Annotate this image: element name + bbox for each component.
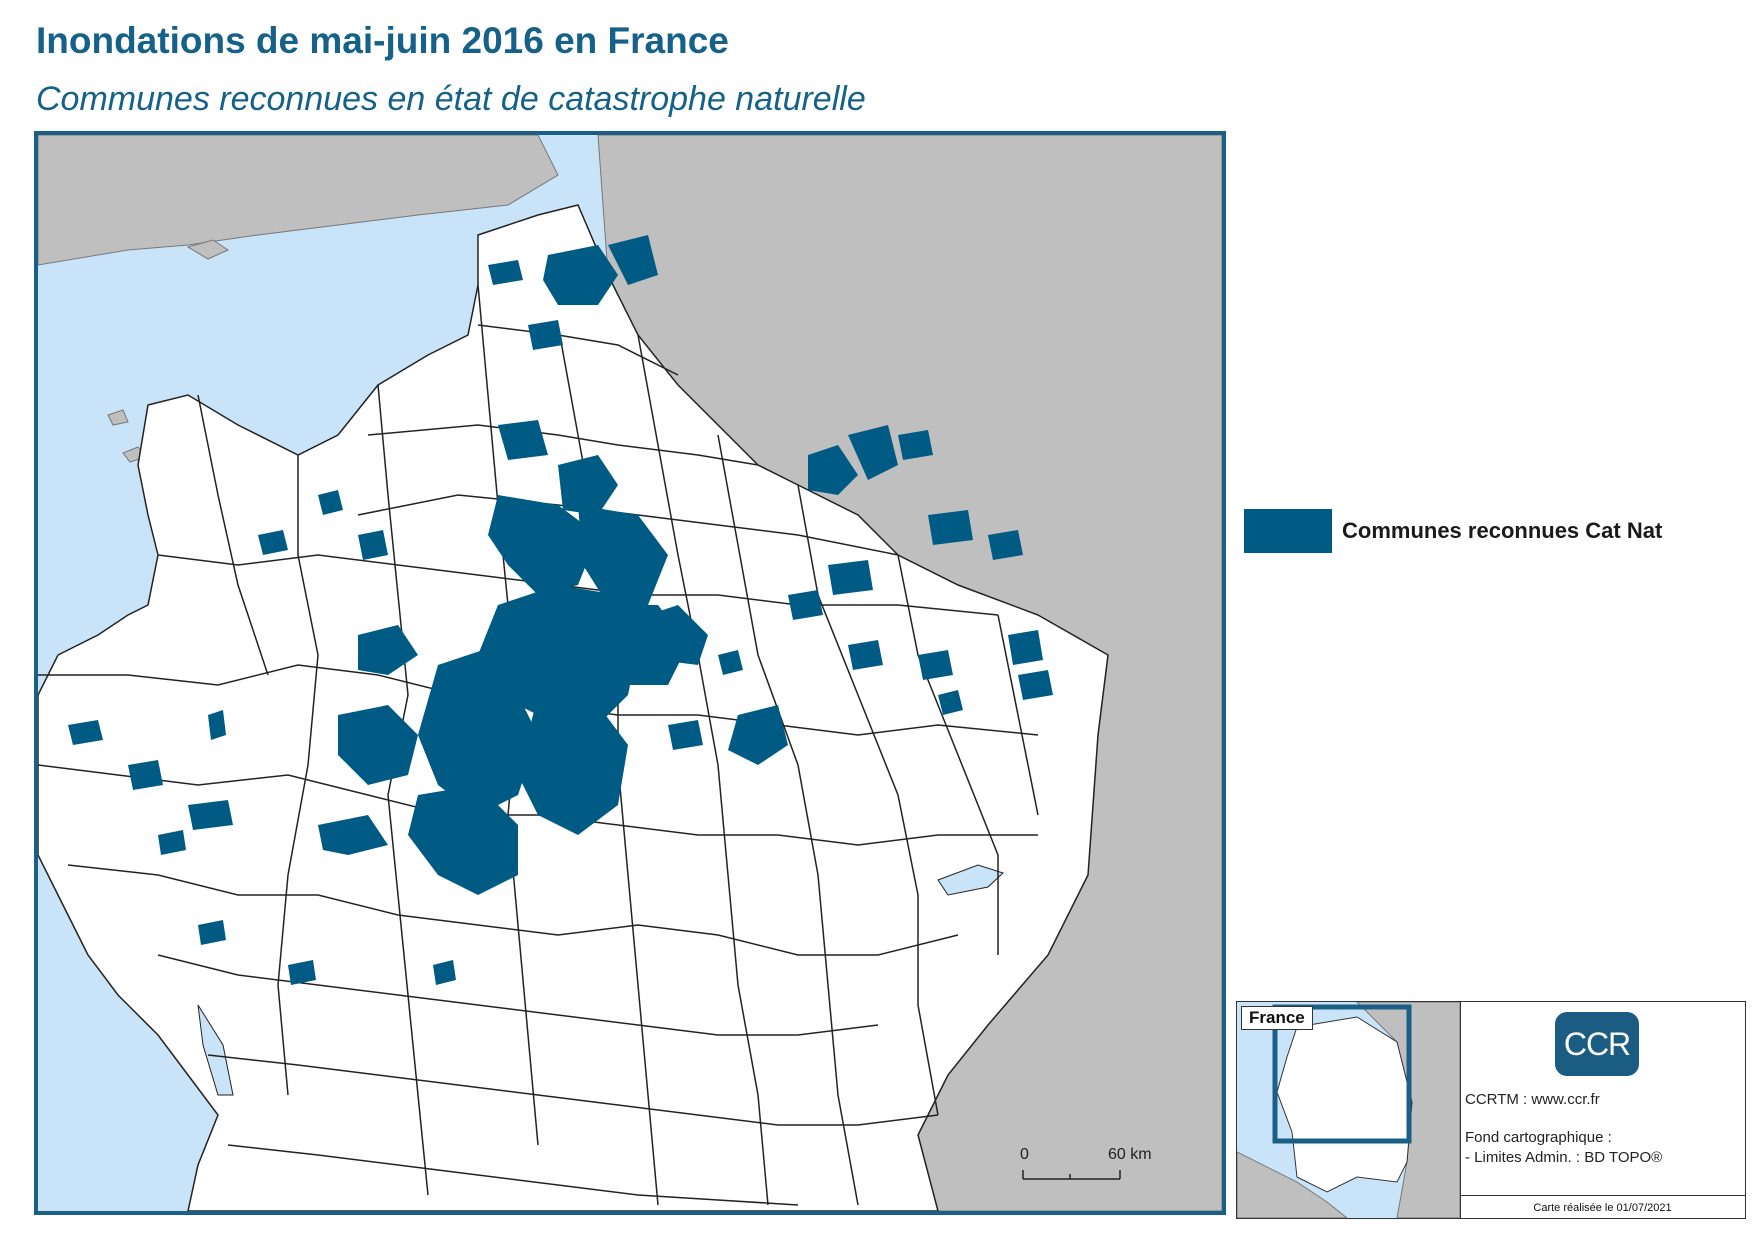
scale-bar: 0 60 km — [1020, 1146, 1152, 1187]
map-subtitle: Communes reconnues en état de catastroph… — [36, 80, 866, 118]
main-map[interactable] — [34, 131, 1226, 1215]
map-canvas — [38, 135, 1222, 1211]
scale-bar-graphic — [1022, 1170, 1121, 1180]
legend-swatch — [1244, 509, 1332, 553]
map-title: Inondations de mai-juin 2016 en France — [36, 20, 729, 61]
credits-site: CCRTM : www.ccr.fr — [1465, 1091, 1600, 1108]
lake — [937, 864, 1004, 896]
inset-map-graphic — [1237, 1002, 1460, 1218]
uk-land — [38, 135, 559, 266]
scale-start: 0 — [1020, 1146, 1029, 1163]
inset-label: France — [1241, 1006, 1313, 1030]
map-date: Carte réalisée le 01/07/2021 — [1460, 1195, 1745, 1219]
department-boundaries — [38, 284, 1039, 1206]
inset-map: France — [1237, 1002, 1461, 1218]
credits-basemap-heading: Fond cartographique : — [1465, 1129, 1612, 1146]
estuary — [197, 1004, 234, 1096]
inset-panel: France CCR CCRTM : www.ccr.fr Fond carto… — [1236, 1001, 1746, 1219]
scale-end: 60 km — [1108, 1146, 1152, 1163]
affected-communes — [68, 235, 1053, 985]
ccr-logo: CCR — [1555, 1012, 1639, 1076]
map-legend: Communes reconnues Cat Nat — [1244, 509, 1662, 553]
legend-label: Communes reconnues Cat Nat — [1342, 518, 1663, 543]
island — [107, 409, 129, 426]
credits: CCRTM : www.ccr.fr Fond cartographique :… — [1465, 1090, 1662, 1168]
island — [186, 239, 230, 260]
credits-basemap-source: - Limites Admin. : BD TOPO® — [1465, 1149, 1663, 1166]
